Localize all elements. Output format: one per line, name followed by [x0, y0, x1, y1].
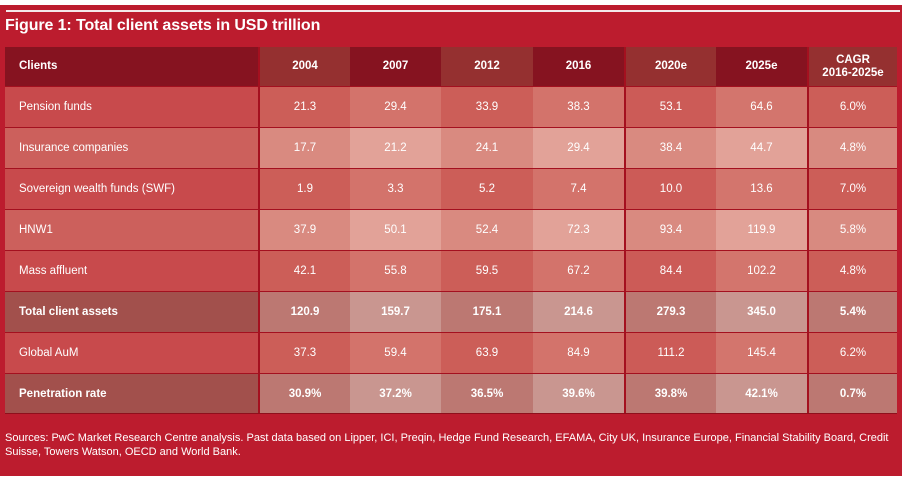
- table-cell: 39.6%: [533, 373, 624, 413]
- table-cell: 17.7: [258, 127, 350, 168]
- table-cell: 50.1: [350, 209, 441, 250]
- table-cell: 159.7: [350, 291, 441, 332]
- row-label: Global AuM: [5, 332, 258, 373]
- header-line: 2016-2025e: [822, 66, 884, 79]
- table-cell: 21.2: [350, 127, 441, 168]
- row-label: Sovereign wealth funds (SWF): [5, 168, 258, 209]
- table-cell: 279.3: [624, 291, 716, 332]
- row-label: Pension funds: [5, 86, 258, 127]
- table-cell: 24.1: [441, 127, 533, 168]
- table-cell: 145.4: [716, 332, 807, 373]
- table-cell: 39.8%: [624, 373, 716, 413]
- column-header-2004: 2004: [258, 47, 350, 86]
- table-cell: 5.4%: [807, 291, 897, 332]
- column-header-2016: 2016: [533, 47, 624, 86]
- table-cell: 84.4: [624, 250, 716, 291]
- table-cell: 4.8%: [807, 250, 897, 291]
- table-cell: 37.2%: [350, 373, 441, 413]
- row-label: Insurance companies: [5, 127, 258, 168]
- table-cell: 42.1%: [716, 373, 807, 413]
- table-cell: 59.5: [441, 250, 533, 291]
- row-label: HNW1: [5, 209, 258, 250]
- table-cell: 5.8%: [807, 209, 897, 250]
- table-cell: 36.5%: [441, 373, 533, 413]
- table-cell: 5.2: [441, 168, 533, 209]
- table-cell: 7.4: [533, 168, 624, 209]
- table-cell: 42.1: [258, 250, 350, 291]
- table-cell: 119.9: [716, 209, 807, 250]
- table-cell: 67.2: [533, 250, 624, 291]
- table-cell: 111.2: [624, 332, 716, 373]
- client-assets-table: Clients 2004 2007 2012 2016 2020e 2025e CAGR 201…: [5, 47, 897, 414]
- table-cell: 1.9: [258, 168, 350, 209]
- table-cell: 0.7%: [807, 373, 897, 413]
- table-cell: 84.9: [533, 332, 624, 373]
- table-cell: 38.3: [533, 86, 624, 127]
- figure-title: Figure 1: Total client assets in USD tri…: [5, 17, 321, 34]
- column-header-2012: 2012: [441, 47, 533, 86]
- table-cell: 102.2: [716, 250, 807, 291]
- table-cell: 37.9: [258, 209, 350, 250]
- table-cell: 37.3: [258, 332, 350, 373]
- table-cell: 59.4: [350, 332, 441, 373]
- table-cell: 52.4: [441, 209, 533, 250]
- table-cell: 7.0%: [807, 168, 897, 209]
- table-cell: 63.9: [441, 332, 533, 373]
- table-cell: 13.6: [716, 168, 807, 209]
- table-cell: 64.6: [716, 86, 807, 127]
- table-grid: Clients 2004 2007 2012 2016 2020e 2025e CAGR 201…: [5, 47, 897, 413]
- column-header-2020e: 2020e: [624, 47, 716, 86]
- table-cell: 175.1: [441, 291, 533, 332]
- table-cell: 4.8%: [807, 127, 897, 168]
- table-cell: 10.0: [624, 168, 716, 209]
- table-cell: 29.4: [350, 86, 441, 127]
- table-cell: 120.9: [258, 291, 350, 332]
- table-cell: 72.3: [533, 209, 624, 250]
- bottom-divider: [0, 476, 904, 479]
- column-header-cagr-2016-2025e: CAGR 2016-2025e: [807, 47, 897, 86]
- top-divider: [6, 10, 900, 12]
- sources-note: Sources: PwC Market Research Centre anal…: [5, 432, 889, 458]
- table-cell: 21.3: [258, 86, 350, 127]
- table-cell: 345.0: [716, 291, 807, 332]
- row-label: Penetration rate: [5, 373, 258, 413]
- table-cell: 33.9: [441, 86, 533, 127]
- table-cell: 6.0%: [807, 86, 897, 127]
- table-cell: 44.7: [716, 127, 807, 168]
- column-header-2007: 2007: [350, 47, 441, 86]
- table-cell: 6.2%: [807, 332, 897, 373]
- row-label: Mass affluent: [5, 250, 258, 291]
- column-header-2025e: 2025e: [716, 47, 807, 86]
- table-cell: 55.8: [350, 250, 441, 291]
- figure-panel: Figure 1: Total client assets in USD tri…: [0, 5, 902, 477]
- table-cell: 93.4: [624, 209, 716, 250]
- header-line: CAGR: [836, 53, 870, 66]
- column-header-clients: Clients: [5, 47, 258, 86]
- table-cell: 29.4: [533, 127, 624, 168]
- table-cell: 214.6: [533, 291, 624, 332]
- table-cell: 30.9%: [258, 373, 350, 413]
- table-cell: 38.4: [624, 127, 716, 168]
- table-cell: 3.3: [350, 168, 441, 209]
- table-cell: 53.1: [624, 86, 716, 127]
- row-label: Total client assets: [5, 291, 258, 332]
